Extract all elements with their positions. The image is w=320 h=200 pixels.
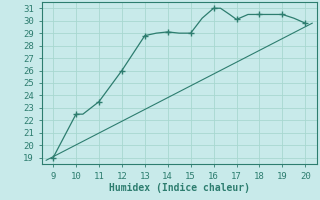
X-axis label: Humidex (Indice chaleur): Humidex (Indice chaleur) [109, 183, 250, 193]
